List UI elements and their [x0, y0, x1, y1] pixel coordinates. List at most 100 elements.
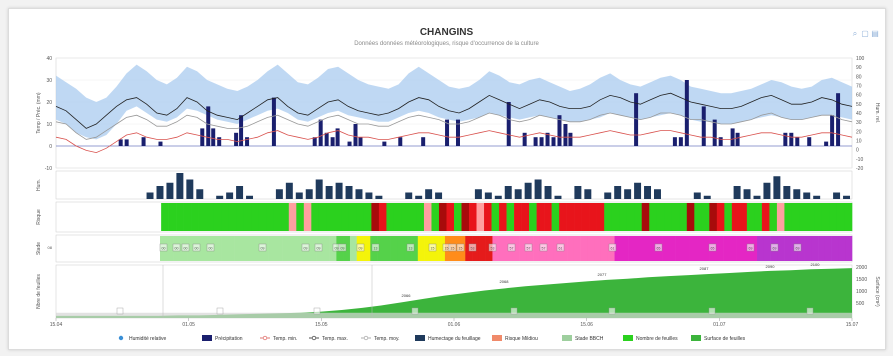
precip-bar [330, 137, 335, 146]
risk-cell [469, 203, 477, 231]
stage-marker-label: 00 [162, 247, 166, 251]
y-right-tick-label: 0 [856, 148, 859, 154]
risk-cell [844, 203, 853, 231]
legend-label: Nombre de feuilles [636, 336, 678, 342]
risk-cell [761, 203, 770, 231]
risk-cell [176, 203, 184, 231]
risk-cell [161, 203, 169, 231]
stage-cell [784, 236, 792, 261]
risk-cell [769, 203, 778, 231]
stage-cell [234, 236, 242, 261]
risk-cell [626, 203, 635, 231]
stage-cell [227, 236, 235, 261]
precip-bar [382, 141, 387, 146]
y-right-tick-label: -20 [856, 166, 863, 172]
stage-marker [746, 243, 755, 252]
x-tick-label: 15.06 [580, 322, 593, 328]
stage-marker-label: 09 [304, 247, 308, 251]
y-axis-title: Temp / Préc. (mm) [36, 92, 42, 133]
precip-bar [634, 93, 639, 146]
risk-cell [461, 203, 470, 231]
humect-bar [375, 195, 383, 199]
stage-marker-label: 00 [184, 247, 188, 251]
precip-bar [783, 132, 788, 146]
stage-marker [406, 243, 415, 252]
leaf-marker [510, 307, 518, 315]
risk-cell [484, 203, 492, 231]
stage-cell [397, 236, 405, 261]
stage-marker [192, 243, 201, 252]
stage-cell [248, 236, 256, 261]
precip-bar [141, 137, 146, 146]
stage-cell [200, 236, 208, 261]
legend-swatch [415, 335, 425, 341]
humidity-band [56, 64, 852, 140]
y-tick-label: 10 [46, 122, 52, 128]
risk-cell [521, 203, 530, 231]
precip-bar [217, 137, 222, 146]
stage-cell [322, 236, 330, 261]
precip-bar [672, 137, 677, 146]
risk-cell [656, 203, 665, 231]
risk-cell [791, 203, 800, 231]
risk-cell [416, 203, 425, 231]
risk-cell [716, 203, 725, 231]
precip-bar [563, 124, 568, 146]
risk-cell [393, 203, 402, 231]
risk-cell [806, 203, 815, 231]
humect-bar [305, 189, 313, 199]
stage-cell [723, 236, 731, 261]
y-axis-title: Risque [36, 209, 42, 225]
risk-cell [559, 203, 567, 231]
stage-marker-label: 61 [611, 247, 615, 251]
stage-marker-label: 65 [657, 247, 661, 251]
precip-bar [318, 119, 323, 146]
risk-cell [296, 203, 305, 231]
humect-bar [504, 186, 512, 199]
humect-bar [146, 192, 154, 199]
risk-cell [679, 203, 688, 231]
risk-cell [514, 203, 522, 231]
risk-cell [724, 203, 733, 231]
image-icon[interactable]: ▢ [861, 29, 869, 38]
risk-cell [228, 203, 237, 231]
stage-cell [845, 236, 853, 261]
stage-marker [488, 243, 497, 252]
stage-cell [702, 236, 710, 261]
stage-cell [519, 236, 527, 261]
humect-bar [365, 192, 373, 199]
x-tick-label: 01.05 [182, 322, 195, 328]
precip-bar [539, 137, 544, 146]
stage-marker-label: 57 [542, 247, 546, 251]
y-axis-title-right: Surface (cm²) [874, 276, 880, 307]
stage-cell [424, 236, 432, 261]
humect-bar [833, 192, 841, 199]
legend-swatch-dot [311, 335, 317, 341]
legend-swatch [202, 335, 212, 341]
precip-bar [522, 132, 527, 146]
stage-marker-label: 09 [341, 247, 345, 251]
precip-bar [830, 115, 835, 146]
y-tick-label: 40 [46, 56, 52, 62]
y-right-tick-label: 100 [856, 56, 865, 62]
table-icon[interactable]: ▤ [871, 29, 879, 38]
legend-label: Temp. max. [322, 336, 348, 342]
risk-cell [709, 203, 718, 231]
stage-cell [288, 236, 296, 261]
humect-bar [813, 195, 821, 199]
stage-marker-label: 15 [431, 247, 435, 251]
humect-bar [405, 192, 413, 199]
stage-cell [221, 236, 229, 261]
humect-bar [733, 186, 741, 199]
y-right-tick-label: 500 [856, 301, 865, 307]
precip-bar [795, 137, 800, 146]
stage-cell [343, 236, 351, 261]
risk-cell [243, 203, 252, 231]
stage-cell [797, 236, 805, 261]
stage-cell [411, 236, 419, 261]
stage-marker-label: 09 [359, 247, 363, 251]
leaf-point-label: 2087 [700, 266, 710, 271]
humect-bar [644, 186, 652, 199]
zoom-icon[interactable]: ⌕ [852, 29, 858, 38]
